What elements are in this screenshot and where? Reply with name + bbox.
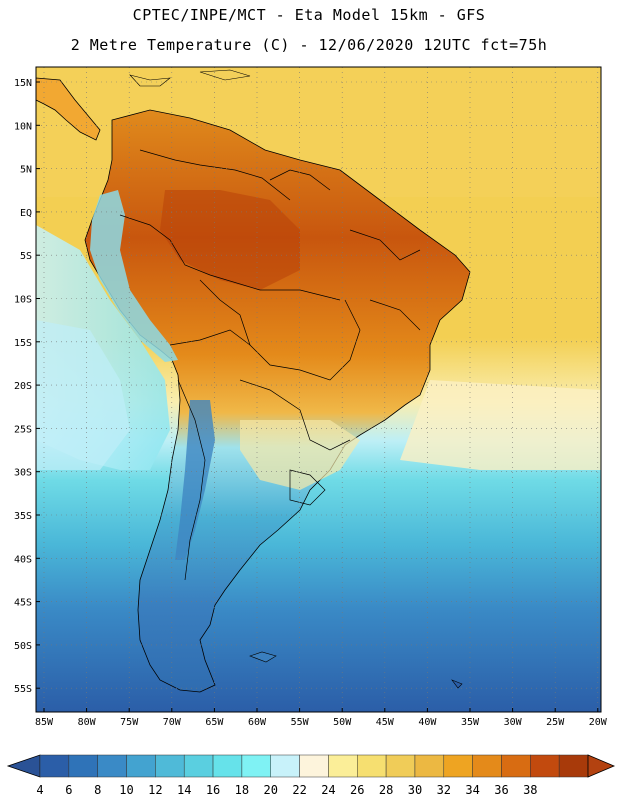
colorbar-label: 18 — [235, 783, 249, 797]
longitude-label: 30W — [504, 717, 523, 728]
latitude-label: 15S — [14, 338, 32, 349]
colorbar-swatch — [472, 754, 502, 778]
latitude-label: 45S — [14, 598, 32, 609]
colorbar-swatch — [501, 754, 531, 778]
caribbean-island — [199, 69, 251, 81]
colorbar-swatch — [299, 754, 329, 778]
latitude-label: 20S — [14, 381, 32, 392]
colorbar-label: 34 — [465, 783, 479, 797]
central-america-landmass — [36, 77, 101, 141]
colorbar-label: 14 — [177, 783, 191, 797]
chart-title-line1: CPTEC/INPE/MCT - Eta Model 15km - GFS — [132, 6, 486, 24]
longitude-label: 25W — [546, 717, 565, 728]
longitude-labels: 85W 80W 75W 70W 65W 60W 55W 50W 45W 40W 35W 30W 25W 2… — [35, 708, 608, 728]
map-field — [36, 67, 601, 712]
pampas-band — [240, 420, 360, 490]
south-georgia — [451, 679, 463, 689]
amazon-hot-core — [160, 190, 300, 290]
colorbar-label: 28 — [379, 783, 393, 797]
longitude-label: 55W — [291, 717, 310, 728]
latitude-label: 10S — [14, 295, 32, 306]
colorbar-label: 24 — [321, 783, 335, 797]
latitude-label: 5S — [20, 251, 32, 262]
colorbar: 4 6 8 10 12 14 16 18 20 22 24 26 28 30 32 34 36 38 — [6, 754, 616, 797]
latitude-labels: 15N 10N 5N EQ 5S 10S 15S 20S 25S 30S 35S 40S 45S 50S 5… — [14, 78, 40, 695]
colorbar-label: 36 — [494, 783, 508, 797]
colorbar-label: 30 — [408, 783, 422, 797]
chart-title-line2: 2 Metre Temperature (C) - 12/06/2020 12U… — [70, 36, 548, 54]
colorbar-label: 8 — [94, 783, 101, 797]
latitude-label: 10N — [14, 121, 32, 132]
latitude-label: 35S — [14, 511, 32, 522]
colorbar-swatch — [241, 754, 271, 778]
latitude-label: 55S — [14, 684, 32, 695]
latitude-label: 15N — [14, 78, 32, 89]
colorbar-label: 4 — [36, 783, 43, 797]
southern-andes-cool — [175, 400, 215, 560]
falkland-islands — [249, 651, 277, 663]
longitude-label: 75W — [120, 717, 139, 728]
caribbean-island — [129, 74, 171, 87]
latitude-label: 5N — [20, 165, 32, 176]
colorbar-swatch — [155, 754, 185, 778]
colorbar-label: 6 — [65, 783, 72, 797]
colorbar-high-arrow — [587, 754, 616, 778]
colorbar-label: 22 — [292, 783, 306, 797]
pacific-pale-band — [36, 320, 130, 470]
longitude-label: 40W — [418, 717, 437, 728]
longitude-label: 60W — [248, 717, 267, 728]
colorbar-label: 20 — [264, 783, 278, 797]
colorbar-swatch — [328, 754, 358, 778]
colorbar-swatch — [270, 754, 300, 778]
graticule — [36, 67, 601, 712]
longitude-label: 80W — [78, 717, 97, 728]
longitude-label: 35W — [461, 717, 480, 728]
longitude-label: 50W — [333, 717, 352, 728]
atlantic-pale-band — [400, 380, 601, 470]
colorbar-label: 10 — [119, 783, 133, 797]
longitude-label: 85W — [35, 717, 54, 728]
andes-cool-strip — [90, 190, 178, 362]
colorbar-swatch — [385, 754, 416, 778]
colorbar-label: 38 — [523, 783, 537, 797]
latitude-label: 40S — [14, 554, 32, 565]
colorbar-swatch — [183, 754, 214, 778]
colorbar-swatch — [414, 754, 445, 778]
longitude-label: 65W — [205, 717, 224, 728]
colorbar-label: 16 — [206, 783, 220, 797]
latitude-label: 50S — [14, 641, 32, 652]
country-borders — [119, 149, 421, 581]
colorbar-swatch — [212, 754, 243, 778]
colorbar-swatch — [558, 754, 589, 778]
colorbar-label: 12 — [148, 783, 162, 797]
longitude-label: 70W — [163, 717, 182, 728]
colorbar-swatch — [39, 754, 70, 778]
colorbar-swatch — [530, 754, 560, 778]
latitude-label: 30S — [14, 468, 32, 479]
colorbar-swatch — [357, 754, 387, 778]
colorbar-swatch — [68, 754, 98, 778]
colorbar-low-arrow — [6, 754, 41, 778]
colorbar-swatch — [443, 754, 473, 778]
longitude-label: 45W — [376, 717, 395, 728]
colorbar-label: 26 — [350, 783, 364, 797]
latitude-label: 25S — [14, 424, 32, 435]
longitude-label: 20W — [589, 717, 608, 728]
map-frame — [35, 66, 602, 713]
colorbar-swatch — [126, 754, 156, 778]
colorbar-swatch — [97, 754, 127, 778]
colorbar-label: 32 — [437, 783, 451, 797]
latitude-label: EQ — [20, 208, 32, 219]
